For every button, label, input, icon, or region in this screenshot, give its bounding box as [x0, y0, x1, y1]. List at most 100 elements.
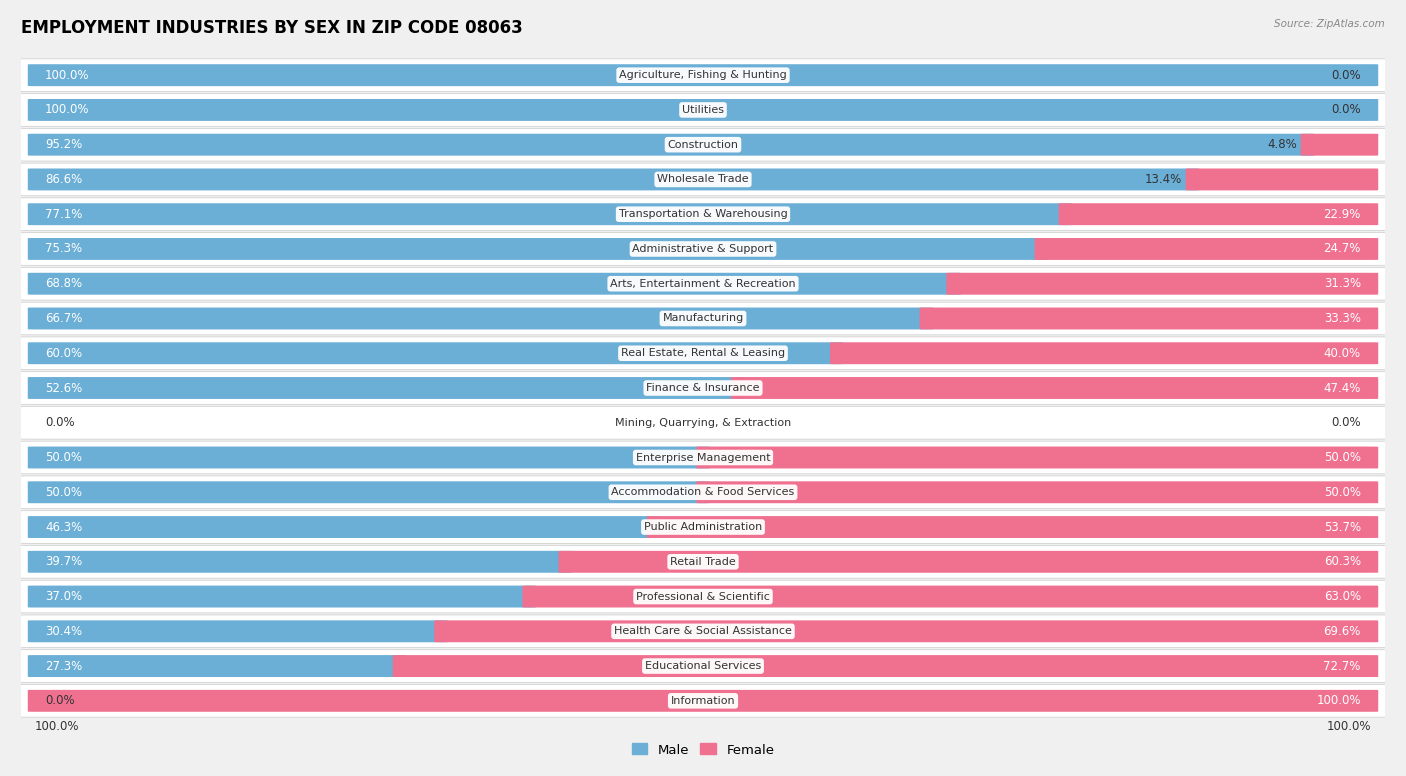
Text: 0.0%: 0.0% [45, 695, 75, 708]
FancyBboxPatch shape [14, 546, 1392, 578]
FancyBboxPatch shape [14, 302, 1392, 334]
FancyBboxPatch shape [28, 551, 572, 573]
Text: 0.0%: 0.0% [1331, 416, 1361, 429]
Text: 0.0%: 0.0% [45, 416, 75, 429]
Text: 63.0%: 63.0% [1323, 590, 1361, 603]
FancyBboxPatch shape [696, 446, 1378, 469]
FancyBboxPatch shape [28, 273, 962, 295]
Text: 95.2%: 95.2% [45, 138, 83, 151]
Text: 33.3%: 33.3% [1324, 312, 1361, 325]
Text: 39.7%: 39.7% [45, 556, 83, 568]
FancyBboxPatch shape [1059, 203, 1378, 225]
FancyBboxPatch shape [14, 128, 1392, 161]
Text: Source: ZipAtlas.com: Source: ZipAtlas.com [1274, 19, 1385, 29]
Text: Educational Services: Educational Services [645, 661, 761, 671]
Text: Mining, Quarrying, & Extraction: Mining, Quarrying, & Extraction [614, 417, 792, 428]
FancyBboxPatch shape [1035, 238, 1378, 260]
FancyBboxPatch shape [28, 307, 934, 330]
FancyBboxPatch shape [14, 337, 1392, 369]
FancyBboxPatch shape [14, 163, 1392, 196]
Text: 100.0%: 100.0% [35, 720, 79, 733]
FancyBboxPatch shape [14, 615, 1392, 648]
FancyBboxPatch shape [28, 446, 710, 469]
FancyBboxPatch shape [14, 650, 1392, 682]
Text: 100.0%: 100.0% [45, 103, 90, 116]
Text: 100.0%: 100.0% [1316, 695, 1361, 708]
FancyBboxPatch shape [434, 620, 1378, 643]
Text: Real Estate, Rental & Leasing: Real Estate, Rental & Leasing [621, 348, 785, 359]
FancyBboxPatch shape [1301, 133, 1378, 156]
Text: 60.0%: 60.0% [45, 347, 83, 360]
Text: 60.3%: 60.3% [1323, 556, 1361, 568]
Text: 40.0%: 40.0% [1323, 347, 1361, 360]
Text: Agriculture, Fishing & Hunting: Agriculture, Fishing & Hunting [619, 70, 787, 80]
Text: 100.0%: 100.0% [45, 68, 90, 81]
FancyBboxPatch shape [28, 655, 406, 677]
Text: 86.6%: 86.6% [45, 173, 83, 186]
Text: 50.0%: 50.0% [1324, 486, 1361, 499]
Text: Information: Information [671, 696, 735, 706]
FancyBboxPatch shape [28, 481, 710, 503]
Text: 75.3%: 75.3% [45, 242, 83, 255]
Legend: Male, Female: Male, Female [626, 738, 780, 762]
FancyBboxPatch shape [14, 511, 1392, 543]
Text: 37.0%: 37.0% [45, 590, 83, 603]
Text: Public Administration: Public Administration [644, 522, 762, 532]
Text: 100.0%: 100.0% [1327, 720, 1371, 733]
FancyBboxPatch shape [731, 377, 1378, 399]
FancyBboxPatch shape [28, 238, 1047, 260]
FancyBboxPatch shape [523, 586, 1378, 608]
FancyBboxPatch shape [14, 442, 1392, 474]
Text: 77.1%: 77.1% [45, 208, 83, 220]
FancyBboxPatch shape [920, 307, 1378, 330]
FancyBboxPatch shape [28, 342, 844, 364]
Text: 46.3%: 46.3% [45, 521, 83, 534]
FancyBboxPatch shape [14, 407, 1392, 439]
FancyBboxPatch shape [28, 377, 744, 399]
Text: 13.4%: 13.4% [1144, 173, 1181, 186]
FancyBboxPatch shape [28, 203, 1071, 225]
Text: Arts, Entertainment & Recreation: Arts, Entertainment & Recreation [610, 279, 796, 289]
FancyBboxPatch shape [830, 342, 1378, 364]
FancyBboxPatch shape [647, 516, 1378, 538]
FancyBboxPatch shape [28, 516, 661, 538]
Text: 52.6%: 52.6% [45, 382, 83, 394]
FancyBboxPatch shape [14, 94, 1392, 126]
FancyBboxPatch shape [946, 273, 1378, 295]
Text: Construction: Construction [668, 140, 738, 150]
FancyBboxPatch shape [14, 198, 1392, 230]
FancyBboxPatch shape [1185, 168, 1378, 190]
FancyBboxPatch shape [696, 481, 1378, 503]
FancyBboxPatch shape [28, 168, 1199, 190]
FancyBboxPatch shape [28, 690, 1378, 712]
Text: 30.4%: 30.4% [45, 625, 83, 638]
Text: 50.0%: 50.0% [45, 451, 82, 464]
FancyBboxPatch shape [14, 268, 1392, 300]
Text: 0.0%: 0.0% [1331, 103, 1361, 116]
FancyBboxPatch shape [28, 99, 1378, 121]
FancyBboxPatch shape [28, 64, 1378, 86]
Text: Retail Trade: Retail Trade [671, 557, 735, 566]
Text: Transportation & Warehousing: Transportation & Warehousing [619, 210, 787, 219]
FancyBboxPatch shape [14, 59, 1392, 92]
FancyBboxPatch shape [14, 372, 1392, 404]
Text: Finance & Insurance: Finance & Insurance [647, 383, 759, 393]
FancyBboxPatch shape [14, 476, 1392, 508]
Text: 22.9%: 22.9% [1323, 208, 1361, 220]
Text: 50.0%: 50.0% [1324, 451, 1361, 464]
Text: Wholesale Trade: Wholesale Trade [657, 175, 749, 185]
Text: 72.7%: 72.7% [1323, 660, 1361, 673]
FancyBboxPatch shape [28, 133, 1315, 156]
Text: Enterprise Management: Enterprise Management [636, 452, 770, 462]
FancyBboxPatch shape [14, 684, 1392, 717]
FancyBboxPatch shape [14, 233, 1392, 265]
Text: EMPLOYMENT INDUSTRIES BY SEX IN ZIP CODE 08063: EMPLOYMENT INDUSTRIES BY SEX IN ZIP CODE… [21, 19, 523, 37]
FancyBboxPatch shape [14, 580, 1392, 613]
Text: Professional & Scientific: Professional & Scientific [636, 591, 770, 601]
Text: 69.6%: 69.6% [1323, 625, 1361, 638]
Text: Manufacturing: Manufacturing [662, 314, 744, 324]
FancyBboxPatch shape [392, 655, 1378, 677]
Text: 50.0%: 50.0% [45, 486, 82, 499]
Text: 24.7%: 24.7% [1323, 242, 1361, 255]
Text: 0.0%: 0.0% [1331, 68, 1361, 81]
